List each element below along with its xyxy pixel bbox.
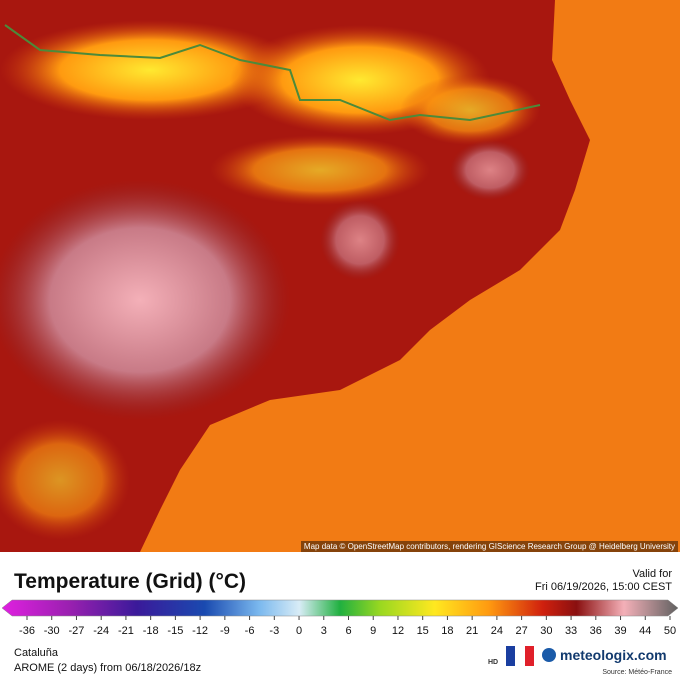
tick-label: -36 bbox=[19, 625, 35, 637]
heat-zone bbox=[0, 420, 130, 540]
hot-zone bbox=[0, 180, 290, 420]
tick-label: 24 bbox=[491, 625, 503, 637]
tick-label: -12 bbox=[192, 625, 208, 637]
tick-label: -30 bbox=[44, 625, 60, 637]
tick-label: 12 bbox=[392, 625, 404, 637]
color-bar bbox=[1, 599, 679, 617]
tick-label: 21 bbox=[466, 625, 478, 637]
color-scale: -36 -30 -27 -24 -21 -18 -15 -12 -9 -6 -3 0 3 6 9 12 15 18… bbox=[1, 599, 679, 637]
heat-zone bbox=[400, 75, 540, 145]
valid-time: Fri 06/19/2026, 15:00 CEST bbox=[535, 581, 672, 593]
legend-title: Temperature (Grid) (°C) bbox=[14, 570, 247, 593]
tick-label: -27 bbox=[69, 625, 85, 637]
tick-label: -21 bbox=[118, 625, 134, 637]
tick-label: 33 bbox=[565, 625, 577, 637]
tick-label: 9 bbox=[370, 625, 376, 637]
tick-label: 44 bbox=[639, 625, 651, 637]
tick-label: 36 bbox=[590, 625, 602, 637]
hot-zone bbox=[450, 140, 530, 200]
brand-logo bbox=[542, 648, 556, 662]
tick-label: -9 bbox=[220, 625, 230, 637]
tick-label: -3 bbox=[269, 625, 279, 637]
tick-label: 50 bbox=[664, 625, 676, 637]
border bbox=[4, 24, 541, 122]
hd-toggle[interactable]: HD bbox=[488, 659, 499, 666]
tick-label: 18 bbox=[441, 625, 453, 637]
valid-label: Valid for bbox=[632, 568, 672, 580]
brand[interactable]: meteologix.com bbox=[560, 647, 667, 663]
tick-label: -6 bbox=[245, 625, 255, 637]
tick-label: 30 bbox=[540, 625, 552, 637]
heat-zone bbox=[210, 135, 430, 205]
tick-label: 3 bbox=[321, 625, 327, 637]
tick-label: 0 bbox=[296, 625, 302, 637]
model: AROME (2 days) from 06/18/2026/18z bbox=[14, 662, 202, 674]
tick-label: 27 bbox=[515, 625, 527, 637]
tick-label: -15 bbox=[167, 625, 183, 637]
hot-zone bbox=[320, 200, 400, 280]
tick-label: -24 bbox=[93, 625, 109, 637]
attribution: Map data © OpenStreetMap contributors, r… bbox=[300, 541, 678, 552]
region: Cataluña bbox=[14, 647, 59, 659]
tick-label: 6 bbox=[345, 625, 351, 637]
tick-label: 39 bbox=[614, 625, 626, 637]
map bbox=[0, 0, 680, 552]
flag bbox=[506, 646, 534, 666]
tick-label: -18 bbox=[143, 625, 159, 637]
tick-label: 15 bbox=[417, 625, 429, 637]
heat-zone bbox=[0, 20, 300, 120]
source: Source: Météo-France bbox=[602, 669, 672, 676]
